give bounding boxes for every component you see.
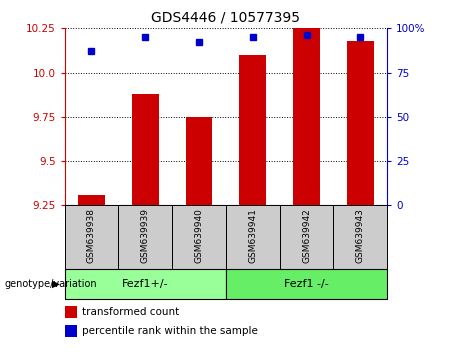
Bar (293, 28, 320, 205)
Text: GSM639943: GSM639943 (356, 209, 365, 263)
Text: GSM639941: GSM639941 (248, 209, 257, 263)
Title: GDS4446 / 10577395: GDS4446 / 10577395 (151, 10, 301, 24)
Bar (65, 269, 226, 299)
Bar (347, 41, 374, 205)
Bar (239, 55, 266, 205)
Bar (333, 205, 387, 269)
Text: GSM639942: GSM639942 (302, 209, 311, 263)
Bar (226, 205, 280, 269)
Text: GSM639938: GSM639938 (87, 209, 96, 263)
Bar (226, 269, 387, 299)
Text: percentile rank within the sample: percentile rank within the sample (83, 326, 258, 336)
Bar (65, 306, 77, 318)
Text: GSM639939: GSM639939 (141, 209, 150, 263)
Text: Fezf1 -/-: Fezf1 -/- (284, 279, 329, 289)
Bar (65, 325, 77, 337)
Bar (172, 205, 226, 269)
Bar (280, 205, 333, 269)
Bar (118, 205, 172, 269)
Text: genotype/variation: genotype/variation (5, 279, 97, 289)
Bar (185, 117, 213, 205)
Bar (132, 94, 159, 205)
Text: transformed count: transformed count (83, 307, 179, 316)
Bar (78, 195, 105, 205)
Text: Fezf1+/-: Fezf1+/- (122, 279, 169, 289)
Bar (65, 205, 118, 269)
Text: ▶: ▶ (52, 279, 60, 289)
Text: GSM639940: GSM639940 (195, 209, 203, 263)
